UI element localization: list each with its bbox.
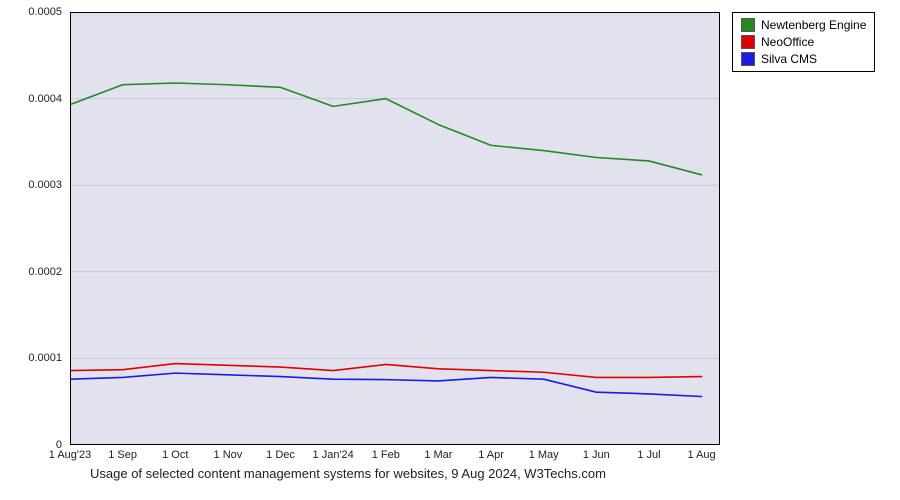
x-tick-label: 1 Dec: [266, 449, 295, 461]
x-tick-label: 1 Jul: [637, 449, 660, 461]
legend-label: Silva CMS: [761, 51, 817, 68]
legend-item: NeoOffice: [741, 34, 866, 51]
legend-swatch-icon: [741, 35, 755, 49]
legend-swatch-icon: [741, 18, 755, 32]
x-tick-label: 1 Mar: [424, 449, 452, 461]
x-tick-label: 1 Jun: [583, 449, 610, 461]
y-tick-label: 0.0003: [0, 179, 62, 191]
legend-label: NeoOffice: [761, 34, 814, 51]
x-tick-label: 1 Apr: [478, 449, 504, 461]
chart-caption: Usage of selected content management sys…: [90, 466, 606, 481]
legend: Newtenberg EngineNeoOfficeSilva CMS: [732, 12, 875, 72]
legend-label: Newtenberg Engine: [761, 17, 866, 34]
x-tick-label: 1 Nov: [214, 449, 243, 461]
x-tick-label: 1 Sep: [108, 449, 137, 461]
y-tick-label: 0.0002: [0, 266, 62, 278]
line-chart-svg: [70, 12, 720, 445]
x-tick-label: 1 Oct: [162, 449, 188, 461]
caption-text: Usage of selected content management sys…: [90, 466, 606, 481]
x-tick-label: 1 May: [529, 449, 559, 461]
x-tick-label: 1 Aug: [688, 449, 716, 461]
chart-container: 00.00010.00020.00030.00040.0005 1 Aug'23…: [0, 0, 900, 500]
x-tick-label: 1 Jan'24: [313, 449, 354, 461]
legend-item: Newtenberg Engine: [741, 17, 866, 34]
x-tick-label: 1 Feb: [372, 449, 400, 461]
y-tick-label: 0.0001: [0, 352, 62, 364]
legend-item: Silva CMS: [741, 51, 866, 68]
x-tick-label: 1 Aug'23: [49, 449, 91, 461]
legend-swatch-icon: [741, 52, 755, 66]
plot-area: [70, 12, 720, 445]
y-tick-label: 0.0005: [0, 6, 62, 18]
y-tick-label: 0.0004: [0, 93, 62, 105]
